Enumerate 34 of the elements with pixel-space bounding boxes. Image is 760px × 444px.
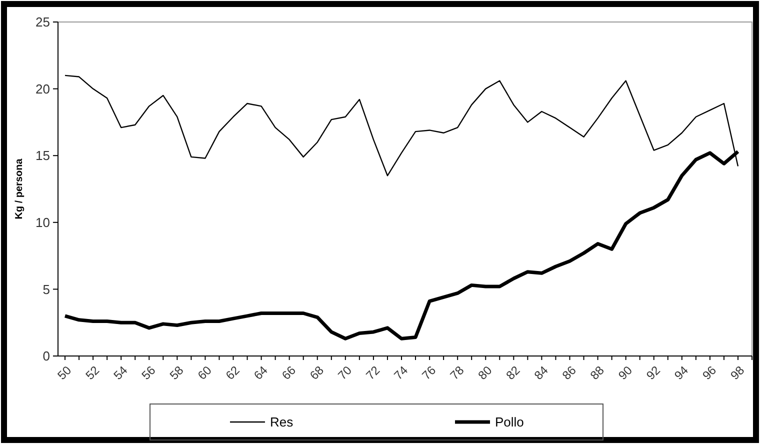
x-tick-label: 88 (588, 362, 608, 383)
x-tick-label: 80 (475, 362, 495, 383)
y-tick-label: 10 (36, 214, 50, 230)
x-tick-label: 54 (110, 362, 130, 383)
x-tick-label: 78 (447, 362, 467, 383)
x-tick-label: 58 (166, 362, 186, 383)
x-tick-label: 64 (251, 362, 271, 383)
x-tick-label: 86 (559, 362, 580, 383)
x-tick-label: 56 (138, 362, 158, 383)
y-tick-label: 20 (36, 81, 50, 96)
x-tick-label: 82 (503, 362, 523, 383)
x-tick-label: 96 (700, 362, 720, 383)
x-tick-label: 92 (644, 362, 664, 383)
y-tick-label: 0 (42, 348, 50, 364)
y-axis-title: Kg / persona (14, 158, 25, 220)
x-tick-label: 84 (531, 362, 552, 383)
x-tick-label: 60 (194, 362, 215, 383)
x-tick-label: 74 (391, 362, 411, 383)
x-tick-label: 94 (672, 362, 692, 383)
x-tick-label: 68 (307, 362, 327, 383)
x-tick-label: 72 (363, 362, 383, 383)
x-tick-label: 98 (728, 362, 748, 383)
x-tick-label: 70 (335, 362, 355, 383)
x-tick-label: 52 (82, 362, 102, 383)
x-tick-label: 76 (419, 362, 439, 383)
y-tick-label: 25 (36, 14, 50, 30)
x-tick-label: 62 (223, 362, 243, 383)
legend-label: Res (270, 414, 294, 430)
y-tick-label: 5 (42, 282, 50, 297)
legend-label: Pollo (495, 414, 524, 430)
x-tick-label: 50 (54, 362, 74, 383)
y-tick-label: 15 (36, 148, 50, 164)
x-tick-label: 90 (616, 362, 636, 383)
x-tick-label: 66 (279, 362, 299, 383)
